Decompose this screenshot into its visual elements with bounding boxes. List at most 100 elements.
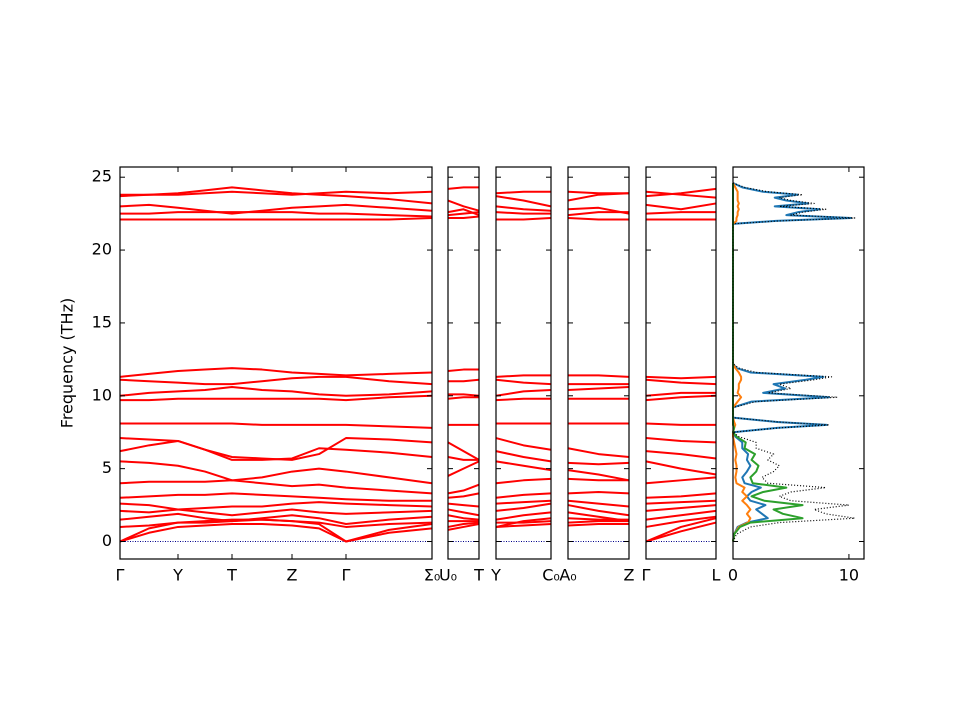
band-line <box>495 450 552 463</box>
band-line <box>645 476 717 485</box>
x-tick-label: U₀ <box>439 566 457 585</box>
x-tick-label: C₀ <box>542 566 560 585</box>
band-line <box>645 437 717 444</box>
band-line <box>495 460 552 472</box>
band-line <box>645 460 717 476</box>
panel-frame <box>732 166 865 560</box>
y-tick-label: 20 <box>92 240 112 259</box>
panel-frame <box>645 166 717 560</box>
x-tick-label: A₀ <box>559 566 576 585</box>
band-line <box>495 190 551 195</box>
band-line <box>645 375 717 380</box>
band-line <box>645 450 717 460</box>
band-line <box>495 205 552 212</box>
band-line <box>119 203 433 215</box>
band-line <box>645 499 717 505</box>
band-line <box>120 394 433 402</box>
y-tick-label: 25 <box>92 167 112 186</box>
band-line <box>495 211 551 215</box>
band-line <box>495 477 552 485</box>
band-line <box>567 447 630 458</box>
band-line <box>645 521 717 543</box>
band-line <box>447 396 479 400</box>
x-tick-label: Σ₀ <box>424 566 441 585</box>
band-line <box>448 215 480 219</box>
band-line <box>645 378 717 386</box>
panel-frame <box>447 166 480 560</box>
band-line <box>645 517 717 543</box>
band-line <box>447 208 480 217</box>
band-line <box>119 367 433 378</box>
x-tick-label: 0 <box>728 566 738 585</box>
band-line <box>645 190 717 199</box>
y-tick-label: 15 <box>92 312 112 331</box>
band-line <box>447 456 479 461</box>
band-line <box>495 517 552 528</box>
x-tick-label: L <box>712 566 721 585</box>
x-tick-label: Z <box>624 566 635 585</box>
band-line <box>645 394 717 402</box>
band-line <box>495 511 552 521</box>
band-line <box>447 508 480 517</box>
band-line <box>119 437 433 461</box>
y-tick-label: 0 <box>102 531 112 550</box>
band-line <box>448 393 480 397</box>
dos-line <box>732 182 856 542</box>
band-line <box>495 492 552 499</box>
band-line <box>567 386 630 391</box>
band-line <box>120 190 433 196</box>
band-line <box>496 520 552 524</box>
y-tick-label: 5 <box>102 458 112 477</box>
band-line <box>447 523 480 531</box>
band-line <box>567 517 629 521</box>
band-line <box>495 502 552 512</box>
x-tick-label: T <box>226 566 237 585</box>
band-line <box>119 501 433 511</box>
band-line <box>567 190 629 195</box>
band-line <box>447 514 480 521</box>
band-line <box>119 492 432 502</box>
band-line <box>495 374 551 378</box>
band-line <box>645 187 717 198</box>
band-line <box>568 374 630 378</box>
band-line <box>119 512 433 526</box>
band-line <box>645 202 717 211</box>
band-line <box>567 523 629 527</box>
x-tick-label: 10 <box>839 566 859 585</box>
band-line <box>495 437 552 451</box>
x-tick-label: T <box>473 566 484 585</box>
band-line <box>567 504 630 517</box>
band-line <box>447 483 480 495</box>
band-line <box>447 199 480 212</box>
band-line <box>448 378 480 383</box>
band-line <box>567 469 630 482</box>
y-tick-label: 10 <box>92 385 112 404</box>
band-line <box>447 492 480 499</box>
x-tick-label: Γ <box>642 566 651 585</box>
band-line <box>567 499 630 508</box>
band-line <box>567 490 630 495</box>
band-line <box>119 386 433 397</box>
y-axis-label: Frequency (THz) <box>58 298 77 428</box>
x-tick-label: Z <box>287 566 298 585</box>
band-line <box>495 397 551 402</box>
band-line <box>119 375 433 386</box>
band-line <box>645 211 716 215</box>
band-line <box>447 441 480 461</box>
band-line <box>645 422 716 426</box>
band-line <box>645 391 716 397</box>
band-line <box>495 378 552 386</box>
panel-frame <box>495 166 552 560</box>
band-line <box>567 192 630 202</box>
band-line <box>567 477 629 482</box>
band-line <box>496 217 552 221</box>
band-line <box>645 492 717 499</box>
band-line <box>495 499 552 505</box>
band-line <box>119 460 433 485</box>
band-line <box>495 523 552 528</box>
band-line <box>447 186 479 190</box>
band-line <box>119 479 433 495</box>
panel-frame <box>119 166 433 560</box>
band-line <box>119 508 433 517</box>
